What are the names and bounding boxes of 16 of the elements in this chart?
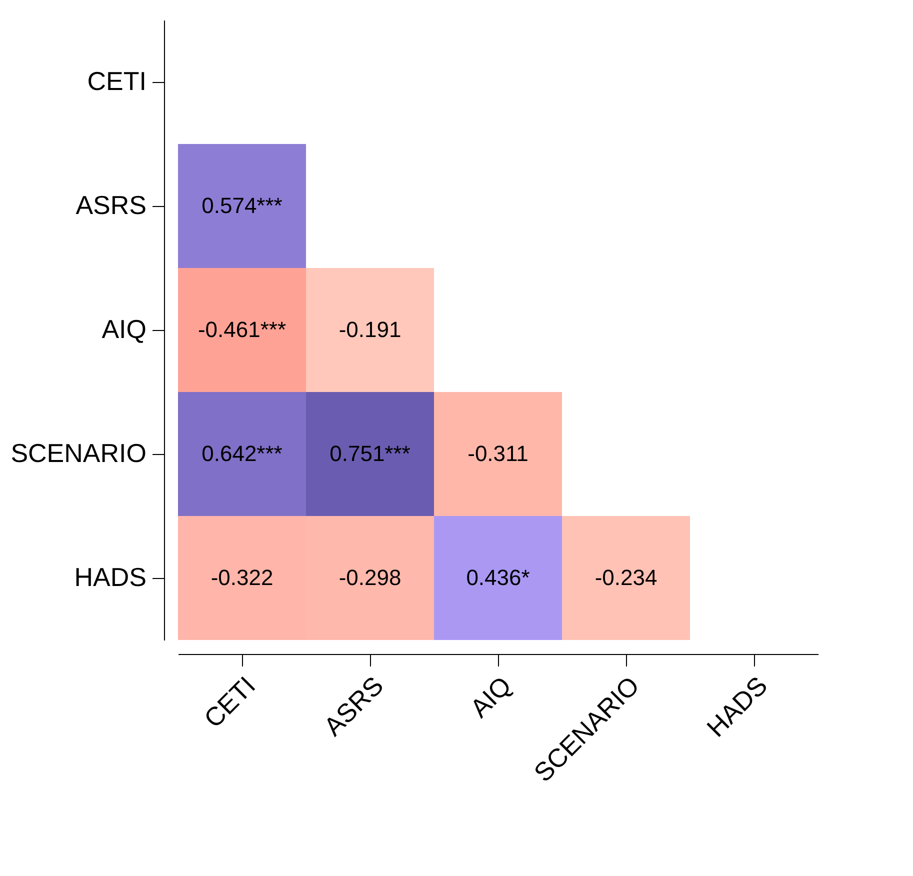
data-label: -0.298 [338,565,402,590]
data-label: -0.311 [468,441,528,466]
data-label: -0.461*** [198,317,286,342]
data-label: -0.322 [210,565,274,590]
data-label: -0.234 [594,565,658,590]
data-label: 0.751*** [330,441,411,466]
y-tick-label: AIQ [102,314,146,344]
y-tick-label: CETI [87,66,146,96]
data-label: 0.642*** [202,441,283,466]
data-label: 0.574*** [202,193,283,218]
data-label: 0.436* [466,565,530,590]
data-label: -0.191 [338,317,402,342]
y-tick-label: ASRS [76,190,146,220]
y-tick-label: HADS [74,562,146,592]
x-tick-label: AIQ [464,670,518,724]
y-tick-label: SCENARIO [10,438,146,468]
